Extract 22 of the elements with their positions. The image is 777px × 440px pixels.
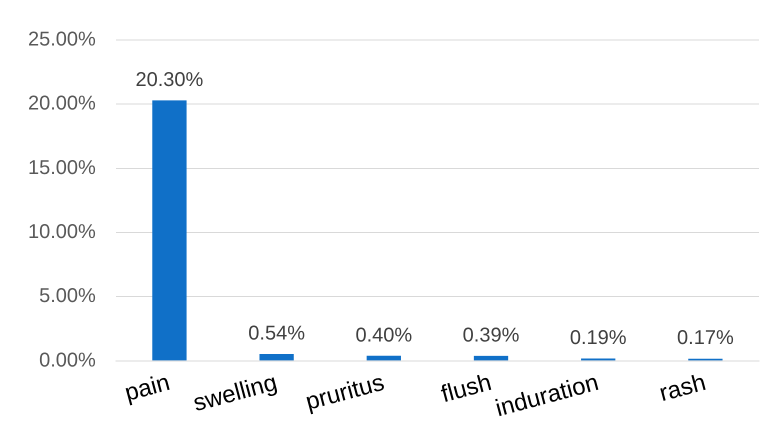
bar bbox=[152, 100, 187, 360]
x-tick-label: pruritus bbox=[302, 368, 388, 416]
y-tick-label: 0.00% bbox=[39, 349, 96, 372]
x-tick-label: swelling bbox=[190, 368, 280, 418]
x-tick-label: pain bbox=[122, 368, 173, 407]
data-label: 0.40% bbox=[355, 324, 412, 346]
bar bbox=[474, 356, 508, 360]
data-label: 20.30% bbox=[136, 68, 204, 91]
x-tick-label: rash bbox=[656, 368, 709, 408]
y-tick-label: 10.00% bbox=[28, 221, 96, 244]
data-label: 0.19% bbox=[570, 326, 627, 349]
data-label: 0.39% bbox=[462, 324, 520, 346]
y-tick-label: 20.00% bbox=[28, 92, 96, 115]
x-tick-label: induration bbox=[492, 368, 602, 422]
bar bbox=[259, 354, 294, 360]
y-tick-label: 15.00% bbox=[28, 156, 96, 179]
x-tick-label: flush bbox=[438, 368, 494, 408]
y-tick-label: 5.00% bbox=[39, 285, 96, 308]
data-label: 0.54% bbox=[248, 322, 306, 344]
bar bbox=[366, 356, 401, 360]
data-label: 0.17% bbox=[677, 327, 734, 350]
y-tick-label: 25.00% bbox=[28, 28, 96, 51]
